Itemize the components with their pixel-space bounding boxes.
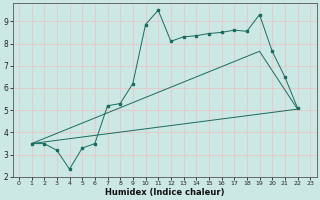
X-axis label: Humidex (Indice chaleur): Humidex (Indice chaleur): [105, 188, 224, 197]
